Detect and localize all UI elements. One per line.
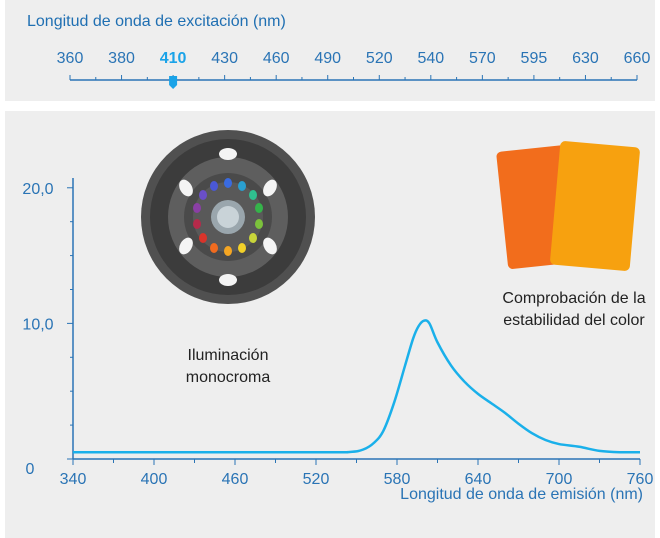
x-tick-label: 460: [222, 471, 249, 488]
excitation-scale: [69, 75, 638, 89]
x-tick-label: 340: [60, 471, 87, 488]
y-tick-label: 0: [26, 461, 35, 478]
lamp-caption-line-2: monocroma: [185, 369, 271, 386]
x-tick-label: 700: [546, 471, 573, 488]
swatch-caption-line-1: Comprobación de la: [502, 290, 646, 307]
x-tick-label: 520: [303, 471, 330, 488]
x-tick-label: 640: [465, 471, 492, 488]
excitation-panel: Longitud de onda de excitación (nm) 360 3…: [5, 0, 655, 101]
x-tick-label: 400: [141, 471, 168, 488]
excitation-tick-label[interactable]: 460: [262, 50, 290, 67]
y-tick-label: 10,0: [22, 316, 53, 333]
x-tick-label: 580: [384, 471, 411, 488]
excitation-tick-label[interactable]: 595: [520, 50, 548, 67]
x-tick-label: 760: [627, 471, 654, 488]
emission-x-axis-label: Longitud de onda de emisión (nm): [400, 486, 643, 503]
excitation-tick-label[interactable]: 410: [159, 50, 187, 67]
excitation-tick-label[interactable]: 660: [623, 50, 651, 67]
swatch-caption: Comprobación de la estabilidad del color: [484, 288, 660, 332]
lamp-caption-line-1: Iluminación: [187, 347, 269, 364]
monochrome-lamp-icon: [141, 130, 315, 304]
excitation-tick-label[interactable]: 570: [469, 50, 496, 67]
excitation-tick-label[interactable]: 520: [365, 50, 393, 67]
excitation-tick-label[interactable]: 540: [417, 50, 445, 67]
emission-spectrum-line: [72, 319, 641, 454]
excitation-tick-label[interactable]: 380: [108, 50, 135, 67]
excitation-tick-label[interactable]: 490: [314, 50, 342, 67]
swatch-caption-line-2: estabilidad del color: [503, 312, 645, 329]
excitation-slider-handle[interactable]: [169, 76, 178, 89]
excitation-tick-label[interactable]: 360: [56, 50, 84, 67]
color-swatch-icon: [496, 141, 640, 271]
y-tick-label: 20,0: [22, 181, 53, 198]
lamp-caption: Iluminación monocroma: [166, 345, 290, 389]
excitation-title: Longitud de onda de excitación (nm): [27, 13, 286, 30]
excitation-tick-label[interactable]: 630: [572, 50, 599, 67]
excitation-tick-label[interactable]: 430: [211, 50, 238, 67]
